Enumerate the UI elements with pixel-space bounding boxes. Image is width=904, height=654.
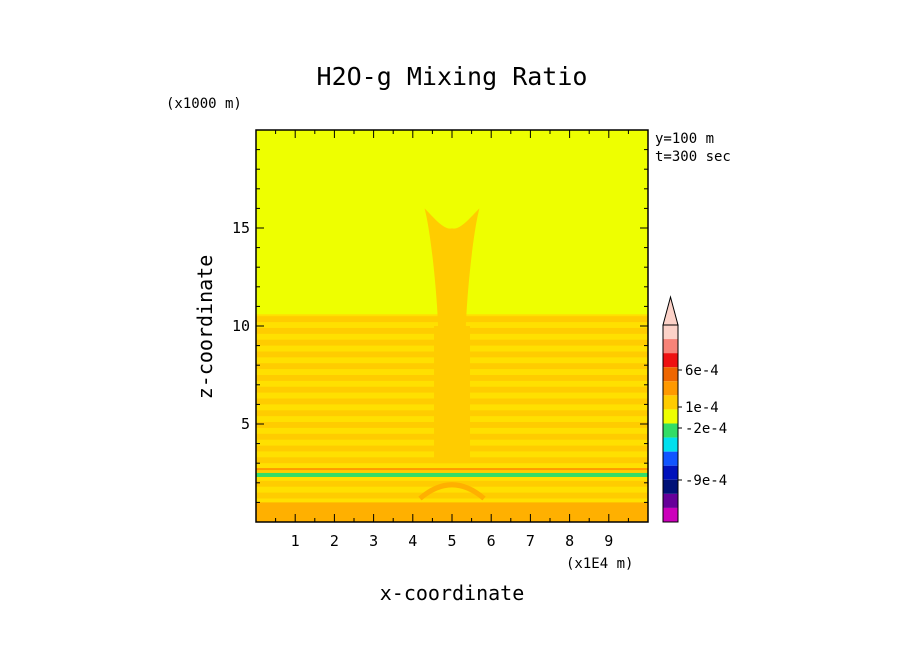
x-tick-label: 4	[408, 532, 417, 550]
colorbar-swatch	[663, 493, 678, 508]
layer-stripe	[256, 469, 648, 475]
colorbar-swatch	[663, 465, 678, 480]
y-tick-label: 10	[232, 317, 250, 335]
colorbar-swatch	[663, 479, 678, 494]
colorbar-label: -9e-4	[685, 473, 727, 489]
orange-line	[256, 468, 648, 471]
colorbar-swatch	[663, 507, 678, 522]
layer-stripe	[256, 492, 648, 499]
x-tick-label: 3	[369, 532, 378, 550]
colorbar-swatch	[663, 367, 678, 382]
colorbar: 6e-4 1e-4 -2e-4 -9e-4	[662, 295, 727, 523]
plume-column	[434, 326, 470, 464]
x-tick-label: 1	[291, 532, 300, 550]
annotation-y: y=100 m	[655, 131, 714, 147]
colorbar-swatch	[663, 339, 678, 354]
x-tick-label: 8	[565, 532, 574, 550]
colorbar-swatch	[663, 395, 678, 410]
x-tick-label: 7	[526, 532, 535, 550]
colorbar-swatch	[663, 353, 678, 368]
colorbar-swatch	[663, 409, 678, 424]
x-tick-label: 9	[604, 532, 613, 550]
plot-area	[255, 129, 649, 523]
x-tick-label: 2	[330, 532, 339, 550]
colorbar-swatch	[663, 381, 678, 396]
colorbar-swatch	[663, 423, 678, 438]
colorbar-label: -2e-4	[685, 421, 727, 437]
bottom-layer	[256, 502, 648, 522]
x-unit-label: (x1E4 m)	[566, 556, 633, 572]
y-tick-label: 5	[241, 415, 250, 433]
plume	[424, 208, 480, 346]
colorbar-frame	[662, 324, 679, 523]
lower-arch	[418, 482, 486, 501]
colorbar-swatch	[663, 437, 678, 452]
y-tick-label: 15	[232, 219, 250, 237]
chart-title: H2O-g Mixing Ratio	[317, 62, 588, 91]
colorbar-swatch	[663, 325, 678, 340]
x-tick-label: 6	[487, 532, 496, 550]
colorbar-swatch	[663, 451, 678, 466]
colorbar-label: 6e-4	[685, 363, 719, 379]
axis-ticks: 1 2 3 4 5 6 7 8 9 5 10 15	[232, 130, 648, 550]
annotation-t: t=300 sec	[655, 149, 731, 165]
y-axis-label: z-coordinate	[193, 255, 217, 400]
colorbar-label: 1e-4	[685, 400, 719, 416]
green-band	[256, 472, 648, 477]
x-axis-label: x-coordinate	[380, 581, 525, 605]
x-tick-label: 5	[447, 532, 456, 550]
y-unit-label: (x1000 m)	[166, 96, 242, 112]
colorbar-arrow	[662, 295, 679, 326]
